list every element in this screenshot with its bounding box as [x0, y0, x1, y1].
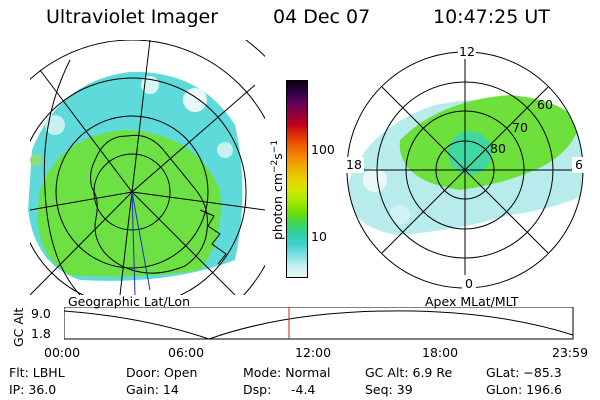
- colorbar-unit-label: photon cm−2s−1: [270, 140, 285, 240]
- time-label: 10:47:25 UT: [433, 6, 550, 28]
- gc-alt-plot: [64, 307, 574, 340]
- ip-label: IP: 36.0: [9, 382, 57, 397]
- gc-ytick-1-8: 1.8: [31, 326, 51, 341]
- dsp-label: Dsp:: [243, 382, 272, 397]
- geographic-panel-label: Geographic Lat/Lon: [68, 294, 190, 309]
- mlt-label-18: 18: [346, 157, 362, 172]
- geographic-panel: [28, 40, 265, 295]
- gc-xtick-1800: 18:00: [422, 345, 459, 360]
- glat-label: GLat: −85.3: [486, 365, 562, 380]
- gc-alt-curve: [64, 310, 574, 340]
- mode-label: Mode: Normal: [243, 365, 331, 380]
- gc-xtick-2359: 23:59: [552, 345, 589, 360]
- mlt-label-6: 6: [575, 157, 583, 172]
- coastline-detail: [199, 209, 227, 265]
- colorbar-tick-10: 10: [311, 229, 327, 244]
- dsp-value: -4.4: [291, 382, 316, 397]
- apex-panel-label: Apex MLat/MLT: [425, 294, 519, 309]
- mlat-label-60: 60: [537, 97, 553, 112]
- date-label: 04 Dec 07: [273, 6, 371, 28]
- door-label: Door: Open: [126, 365, 198, 380]
- apex-emission-green: [399, 95, 580, 190]
- mlat-label-80: 80: [490, 141, 506, 156]
- gc-xtick-0000: 00:00: [44, 345, 81, 360]
- gc-alt-label: GC Alt: 6.9 Re: [365, 365, 453, 380]
- instrument-title: Ultraviolet Imager: [46, 6, 219, 28]
- mlt-label-0: 0: [465, 276, 473, 290]
- unit-mid: s: [270, 153, 286, 160]
- gain-label: Gain: 14: [126, 382, 179, 397]
- seq-label: Seq: 39: [365, 382, 413, 397]
- colorbar-gradient: [287, 81, 307, 277]
- apex-polar-panel: 12 0 18 6 60 70 80: [344, 45, 586, 290]
- gc-xtick-1200: 12:00: [295, 345, 332, 360]
- unit-exp2: −1: [270, 139, 280, 154]
- gc-alt-axis-label: GC Alt: [11, 307, 26, 347]
- unit-exp1: −2: [270, 159, 280, 173]
- glon-label: GLon: 196.6: [486, 382, 562, 397]
- colorbar: [286, 80, 308, 278]
- colorbar-tick-100: 100: [311, 142, 335, 157]
- gc-ytick-9: 9.0: [31, 306, 51, 321]
- geographic-emission-green: [37, 130, 221, 277]
- unit-text: photon cm: [270, 173, 286, 240]
- mlt-label-12: 12: [459, 45, 475, 59]
- gc-xtick-0600: 06:00: [168, 345, 205, 360]
- flt-label: Flt: LBHL: [9, 365, 65, 380]
- mlat-label-70: 70: [512, 120, 528, 135]
